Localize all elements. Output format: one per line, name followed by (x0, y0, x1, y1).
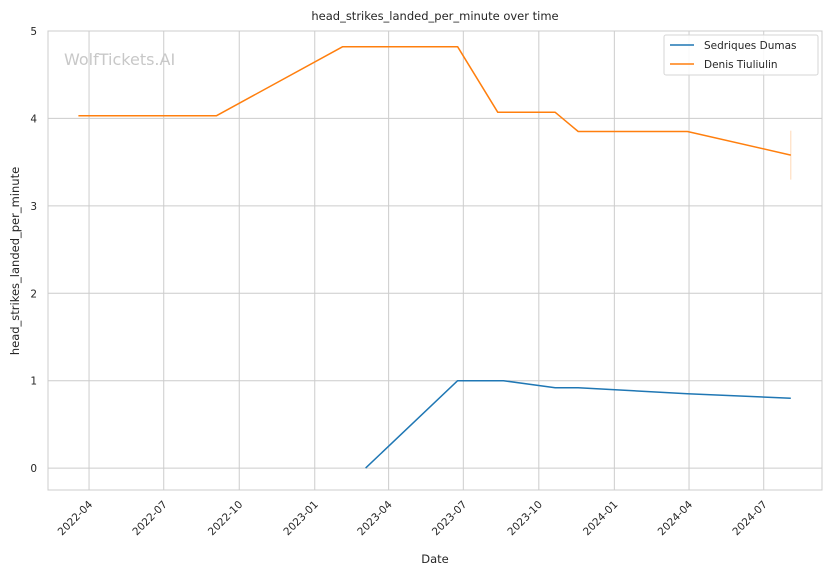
y-axis-label: head_strikes_landed_per_minute (8, 167, 22, 355)
chart-title: head_strikes_landed_per_minute over time (311, 9, 558, 23)
gridlines (48, 30, 822, 490)
y-tick-label: 4 (30, 113, 37, 125)
watermark: WolfTickets.AI (64, 50, 175, 69)
y-tick-label: 5 (30, 26, 37, 38)
y-tick-label: 2 (30, 288, 37, 300)
x-axis-label: Date (421, 552, 449, 566)
series-line-denis-tiuliulin (78, 45, 791, 156)
y-tick-labels: 0 1 2 3 4 5 (30, 26, 37, 475)
y-tick-label: 3 (30, 201, 37, 213)
series-line-sedriques-dumas (365, 379, 791, 469)
series-layer (78, 45, 792, 469)
y-tick-label: 1 (30, 376, 37, 388)
legend-label-sedriques-dumas: Sedriques Dumas (704, 40, 797, 52)
legend: Sedriques Dumas Denis Tiuliulin (663, 34, 819, 76)
legend-box (663, 34, 819, 76)
plot-frame (47, 30, 823, 491)
y-tick-label: 0 (30, 463, 37, 475)
legend-label-denis-tiuliulin: Denis Tiuliulin (704, 59, 778, 71)
